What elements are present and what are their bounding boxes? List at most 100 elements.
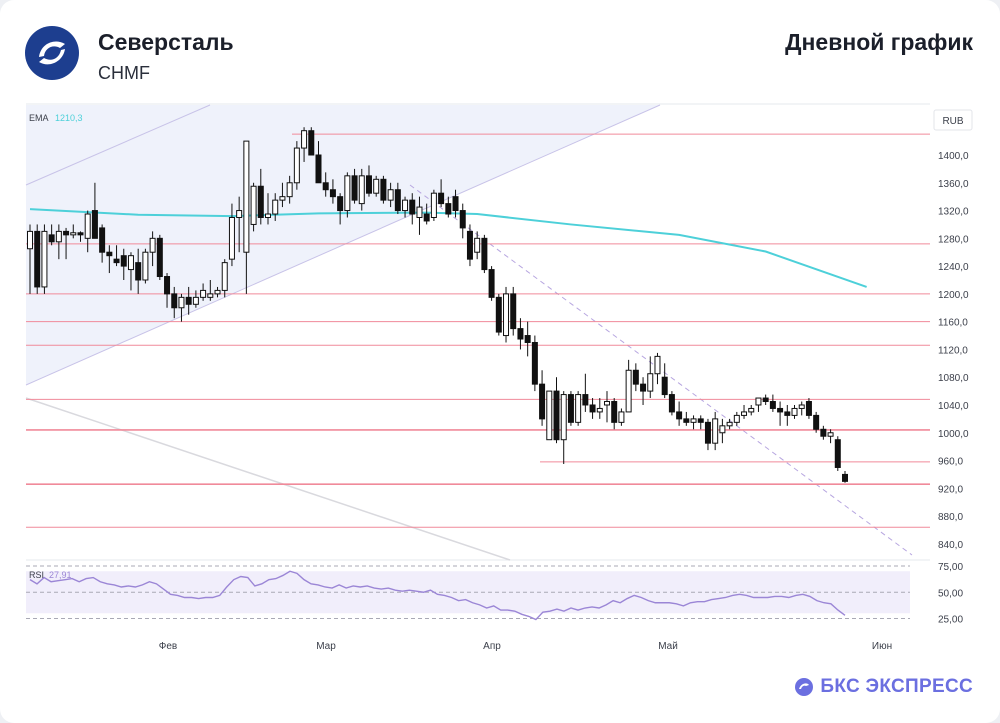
candle-body-down: [805, 401, 812, 416]
candle: [402, 196, 409, 218]
candle: [697, 415, 704, 430]
candle: [214, 286, 221, 298]
candle: [690, 415, 697, 430]
candle: [430, 189, 437, 221]
candle: [805, 398, 812, 419]
candle-body-down: [582, 394, 589, 406]
candle-body-down: [337, 196, 344, 212]
candle: [813, 411, 820, 433]
candle: [560, 391, 567, 465]
candle-body-up: [243, 140, 250, 253]
candle-body-up: [373, 178, 380, 194]
grey-trendline: [25, 397, 511, 561]
candle-body-up: [272, 199, 279, 215]
brand-name: БКС ЭКСПРЕСС: [820, 676, 973, 697]
candle-body-up: [27, 230, 33, 250]
candle-body-up: [690, 418, 697, 423]
candle: [712, 411, 719, 451]
candle: [34, 224, 41, 294]
rsi-label: RSI: [29, 570, 44, 580]
ema-label: EMA: [29, 113, 49, 123]
bks-logo-icon: [795, 678, 814, 696]
candle-body-up: [84, 213, 91, 239]
candle-body-down: [632, 369, 639, 385]
y-tick-label: 1120,0: [938, 345, 968, 356]
candle: [798, 401, 805, 416]
rsi-tick-label: 75,00: [938, 562, 963, 573]
candle: [575, 391, 582, 426]
candle: [582, 373, 589, 412]
ticker-code: CHMF: [98, 63, 150, 83]
candle: [178, 293, 185, 322]
candle-body-down: [257, 185, 264, 218]
candle-body-down: [34, 230, 41, 288]
candle-body-down: [438, 192, 445, 205]
candle-body-down: [329, 189, 336, 198]
candle-body-up: [207, 293, 214, 298]
candle-body-down: [813, 414, 820, 430]
candle-body-up: [733, 414, 740, 423]
candle: [661, 363, 668, 399]
candle-body-up: [654, 355, 661, 375]
candle-body-down: [640, 383, 647, 392]
candle: [286, 175, 293, 204]
candle-body-up: [286, 182, 293, 198]
candle-body-up: [293, 147, 300, 184]
rsi-value: 27,91: [49, 570, 72, 580]
candle: [380, 175, 387, 204]
candle-body-down: [466, 230, 473, 260]
candle-body-down: [423, 213, 430, 222]
candle: [539, 370, 546, 426]
x-tick-label: Мар: [316, 641, 336, 652]
brand: БКС ЭКСПРЕСС: [794, 676, 973, 698]
candle-body-up: [748, 407, 755, 413]
candle: [236, 196, 243, 253]
candle-body-down: [394, 189, 401, 212]
candle-body-up: [41, 230, 48, 288]
candle: [603, 391, 610, 423]
candle: [293, 141, 300, 190]
candle-body-up: [55, 230, 62, 243]
candle: [228, 203, 235, 267]
candle-body-down: [445, 203, 452, 215]
candle: [676, 401, 683, 426]
candle-body-up: [265, 213, 272, 218]
candle-body-down: [459, 210, 466, 229]
candle: [257, 168, 264, 225]
candle: [704, 418, 711, 451]
candle: [164, 273, 171, 308]
candle-body-down: [668, 394, 675, 413]
candle-body-down: [77, 232, 84, 236]
candle: [99, 224, 106, 263]
candle-body-down: [531, 341, 538, 385]
candle: [394, 182, 401, 215]
candle: [668, 391, 675, 416]
candle: [27, 224, 33, 294]
candle-body-up: [200, 289, 207, 298]
candle: [546, 390, 553, 441]
candle-body-down: [676, 411, 683, 420]
x-tick-label: Апр: [483, 641, 501, 652]
candle-body-up: [755, 397, 762, 406]
candle: [495, 293, 502, 336]
candle-body-down: [308, 130, 315, 156]
candle-body-down: [120, 255, 127, 267]
candle: [567, 391, 574, 426]
candle: [279, 182, 286, 208]
candle-body-up: [474, 237, 481, 253]
candle-body-up: [142, 251, 149, 281]
y-tick-label: 1240,0: [938, 262, 969, 273]
candle-body-up: [127, 255, 134, 271]
candle-body-up: [416, 206, 423, 218]
candle: [207, 279, 214, 301]
currency-label: RUB: [942, 116, 963, 127]
candle-body-up: [358, 175, 365, 205]
candle-body-up: [178, 296, 185, 309]
candle: [459, 203, 466, 239]
candle: [358, 168, 365, 211]
candle-body-up: [827, 432, 834, 437]
candle: [272, 193, 279, 221]
candle-body-down: [697, 418, 704, 423]
candle: [553, 377, 560, 444]
